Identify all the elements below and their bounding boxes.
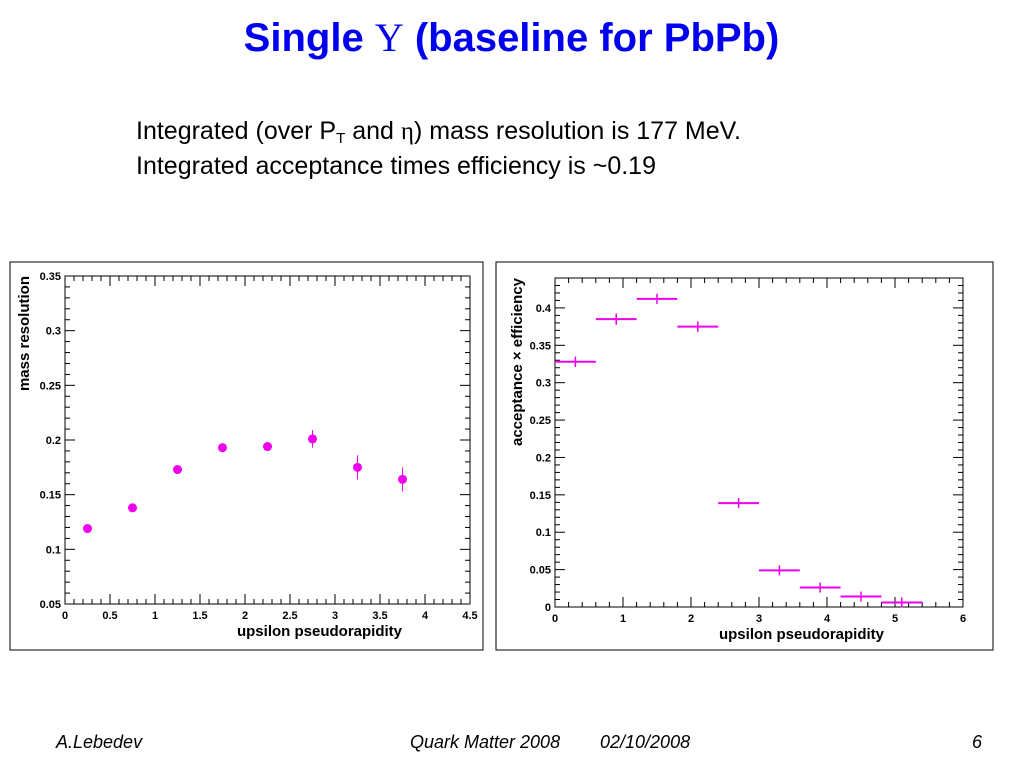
footer-date: 02/10/2008 [600,732,691,752]
y-axis-title: acceptance × efficiency [509,277,526,446]
y-tick-label: 0.1 [46,544,61,556]
slide-title: Single Υ (baseline for PbPb) [0,14,1023,61]
x-axis-title: upsilon pseudorapidity [719,626,885,643]
data-point [218,443,227,453]
x-tick-label: 0 [552,613,558,625]
y-tick-label: 0.3 [46,326,61,338]
x-tick-label: 3 [332,610,338,622]
x-tick-label: 5 [892,613,898,625]
y-tick-label: 0.35 [530,340,551,352]
data-point [308,434,317,444]
x-tick-label: 2 [688,613,694,625]
x-tick-label: 4.5 [462,610,477,622]
x-tick-label: 3.5 [372,610,387,622]
x-axis-title: upsilon pseudorapidity [237,623,403,640]
x-tick-label: 1 [152,610,158,622]
y-tick-label: 0.25 [40,380,61,392]
data-point [173,465,182,475]
data-point [263,442,272,452]
chart-pad [495,261,994,651]
title-prefix: Single [243,16,375,60]
summary-line1-b: and [345,117,401,145]
summary-line-acceptance: Integrated acceptance times efficiency i… [136,152,656,180]
y-tick-label: 0.35 [40,271,61,283]
x-tick-label: 2.5 [282,610,297,622]
chart-pad [9,261,484,651]
footer-conference: Quark Matter 2008 [410,732,561,752]
title-suffix: (baseline for PbPb) [403,16,780,60]
footer-page-number: 6 [972,732,983,752]
y-tick-label: 0.2 [46,435,61,447]
x-tick-label: 1 [620,613,626,625]
summary-line1-subscript: T [336,130,346,147]
y-tick-label: 0.3 [536,378,551,390]
x-tick-label: 4 [824,613,831,625]
y-tick-label: 0.15 [530,490,551,502]
summary-text: Integrated (over PT and η) mass resoluti… [136,114,741,183]
data-point [398,474,407,484]
footer-author: A.Lebedev [56,732,143,752]
x-tick-label: 6 [960,613,966,625]
x-tick-label: 1.5 [192,610,207,622]
summary-line-resolution: Integrated (over PT and η) mass resoluti… [136,114,741,149]
y-tick-label: 0 [545,602,551,614]
x-tick-label: 0.5 [102,610,117,622]
data-point [353,462,362,472]
x-tick-label: 4 [422,610,429,622]
y-tick-label: 0.05 [40,599,61,611]
title-upsilon-symbol: Υ [374,15,404,60]
data-point [83,524,92,534]
x-tick-label: 2 [242,610,248,622]
y-tick-label: 0.1 [536,527,551,539]
x-tick-label: 0 [62,610,68,622]
y-tick-label: 0.2 [536,452,551,464]
x-tick-label: 3 [756,613,762,625]
summary-line1-a: Integrated (over P [136,117,337,145]
y-tick-label: 0.25 [530,415,551,427]
y-axis-title: mass resolution [16,276,33,391]
data-point [128,503,137,513]
y-tick-label: 0.4 [536,303,552,315]
y-tick-label: 0.15 [40,490,61,502]
summary-line1-c: ) mass resolution is 177 MeV. [413,117,741,145]
summary-line1-eta: η [400,118,414,145]
y-tick-label: 0.05 [530,565,551,577]
